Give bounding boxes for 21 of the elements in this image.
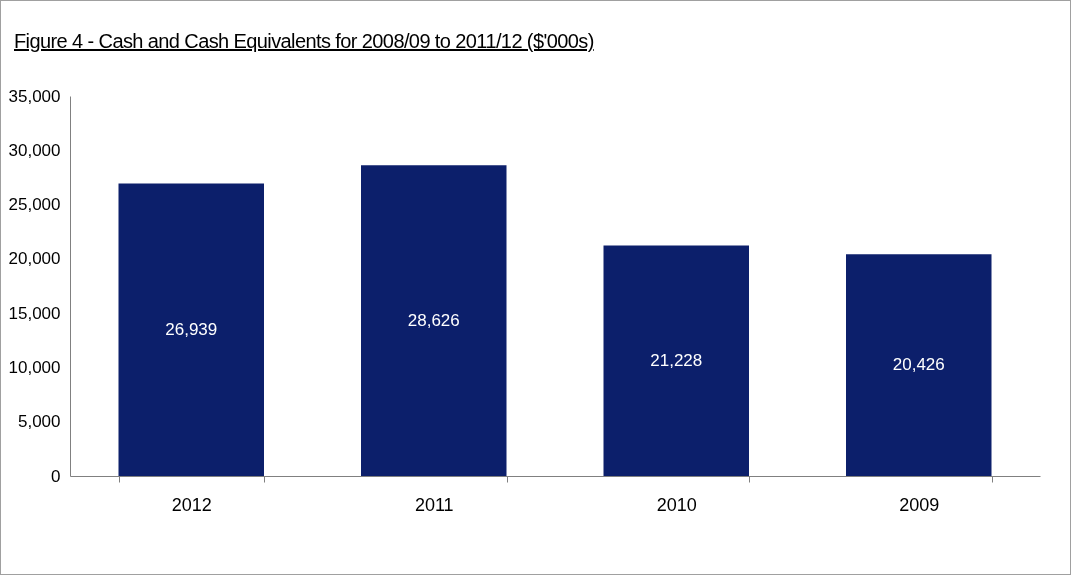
chart-title: Figure 4 - Cash and Cash Equivalents for 2008/09 to 2011/12 ($'000s) — [14, 30, 594, 53]
x-tick-label: 2010 — [656, 494, 697, 515]
bar — [603, 245, 749, 476]
bar — [361, 165, 507, 476]
y-tick-label: 15,000 — [8, 303, 61, 323]
y-tick-label: 35,000 — [8, 86, 61, 106]
y-tick-label: 10,000 — [8, 357, 61, 377]
x-tick-label: 2011 — [414, 494, 454, 515]
y-tick-label: 30,000 — [8, 140, 61, 160]
data-label: 21,228 — [650, 350, 703, 370]
bar — [118, 183, 264, 476]
y-tick-label: 5,000 — [17, 412, 61, 432]
data-label: 20,426 — [892, 355, 945, 375]
data-label: 26,939 — [165, 319, 218, 339]
x-tick-label: 2012 — [171, 494, 212, 515]
y-tick-label: 25,000 — [8, 195, 61, 215]
x-tick-label: 2009 — [899, 494, 940, 515]
data-label: 28,626 — [407, 310, 460, 330]
bar — [846, 254, 992, 476]
y-tick-label: 20,000 — [8, 249, 61, 269]
y-tick-label: 0 — [51, 466, 61, 486]
